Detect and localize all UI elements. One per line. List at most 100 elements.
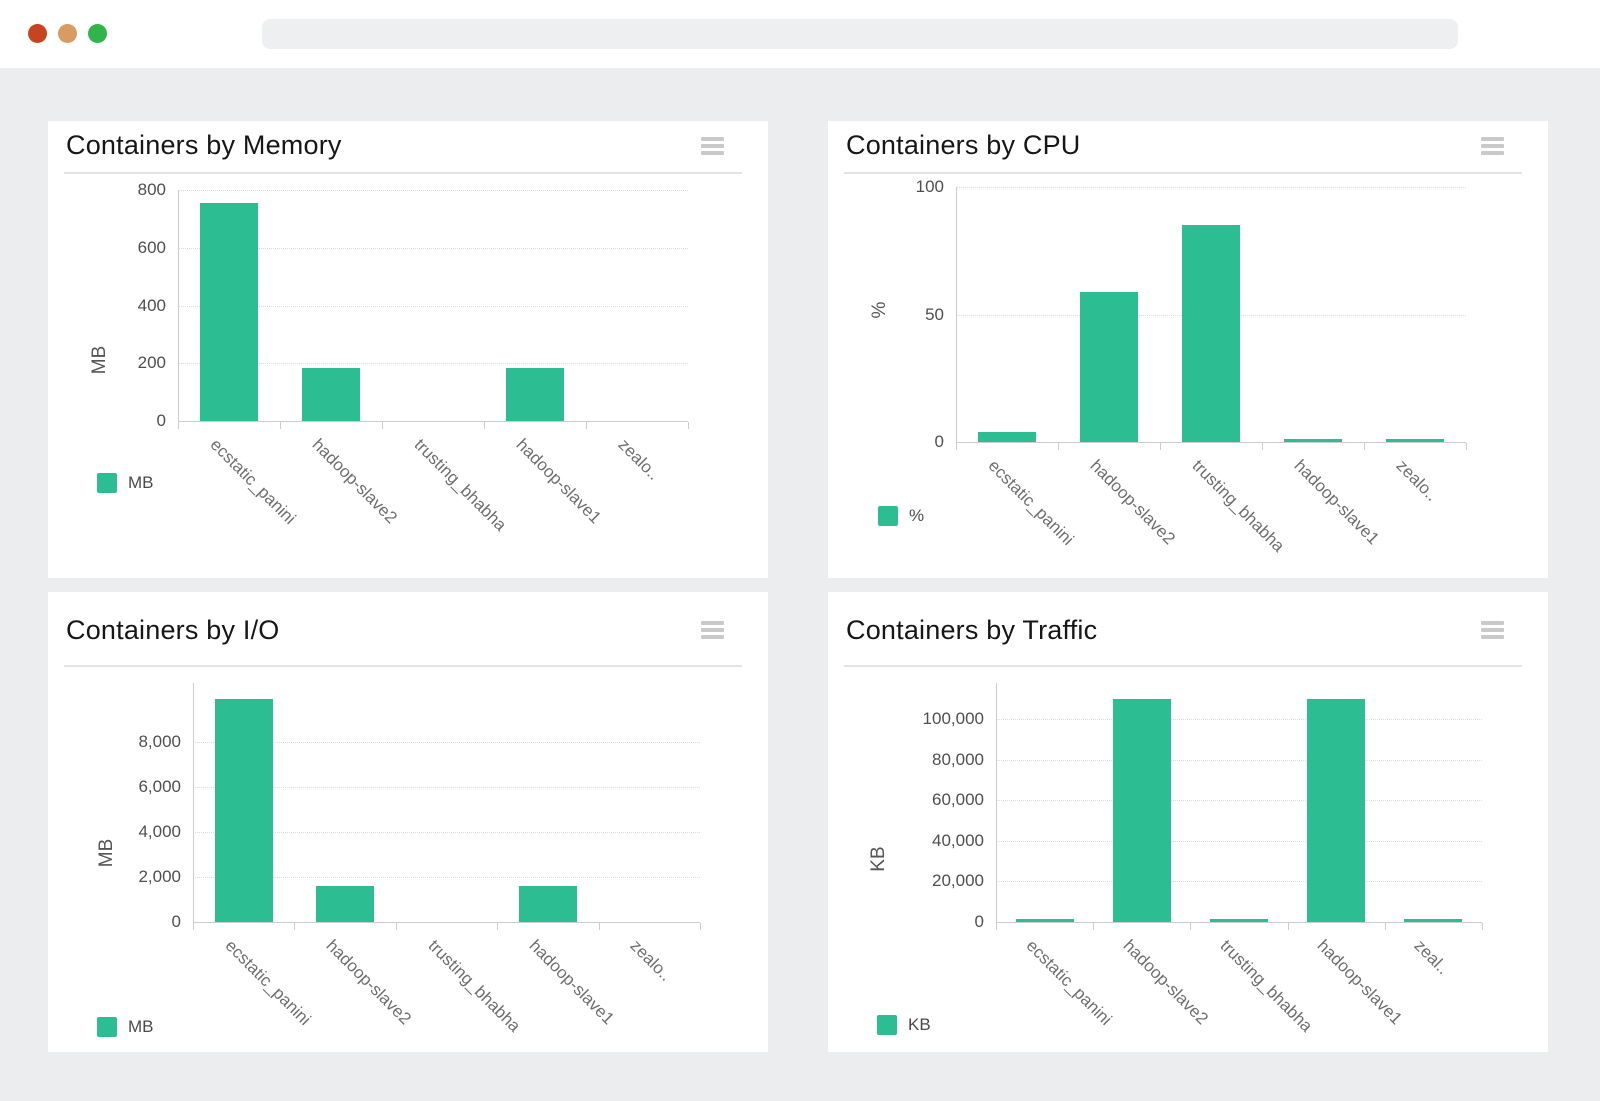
x-axis-tick: [1482, 923, 1483, 930]
y-axis-tick-label: 600: [137, 237, 166, 257]
x-axis-tick: [1093, 923, 1095, 930]
bar[interactable]: [200, 203, 258, 421]
gridline: [178, 247, 688, 249]
hamburger-menu-icon[interactable]: [701, 621, 724, 639]
bar[interactable]: [978, 432, 1036, 442]
gridline: [193, 831, 700, 833]
legend-label: %: [909, 506, 925, 525]
bar[interactable]: [1182, 225, 1240, 442]
bar[interactable]: [1210, 919, 1268, 922]
minimize-button[interactable]: [58, 24, 77, 43]
x-axis-tick: [1364, 443, 1365, 450]
gridline: [996, 759, 1482, 761]
x-axis-tick: [1384, 923, 1386, 930]
chart-legend[interactable]: KB: [877, 1015, 931, 1035]
gridline: [178, 305, 688, 307]
chart-legend[interactable]: %: [878, 506, 924, 526]
x-axis-tick: [996, 923, 997, 930]
x-axis-tick: [1058, 443, 1059, 450]
card-containers-by-memory: Containers by Memory MB 0 200 400 600 800 ecst…: [48, 121, 768, 578]
gridline: [193, 741, 700, 743]
y-axis-tick-label: 0: [171, 912, 181, 931]
bar[interactable]: [519, 886, 577, 922]
legend-swatch: [877, 1015, 897, 1035]
y-axis-tick-label: 4,000: [138, 821, 181, 841]
legend-label: MB: [128, 1017, 154, 1036]
hamburger-menu-icon[interactable]: [701, 137, 724, 155]
y-axis-tick-label: 0: [934, 432, 944, 451]
y-axis-tick-label: 8,000: [138, 731, 181, 751]
gridline: [956, 187, 1466, 188]
browser-toolbar: [0, 0, 1600, 68]
y-axis-tick-label: 50: [925, 304, 944, 324]
address-bar[interactable]: [262, 19, 1458, 49]
gridline: [996, 840, 1482, 842]
x-axis-tick: [484, 422, 485, 429]
y-axis-tick-label: 20,000: [932, 871, 984, 891]
card-title: Containers by Traffic: [846, 615, 1098, 645]
close-button[interactable]: [28, 24, 47, 43]
bar[interactable]: [215, 699, 273, 922]
gridline: [996, 881, 1482, 883]
x-axis-line: [193, 922, 700, 923]
bar[interactable]: [316, 886, 374, 922]
cpu-bar-chart: % 0 50 100 ecstatic_panini hadoop-slave2 trust…: [828, 121, 1548, 578]
x-axis-tick: [1160, 443, 1161, 450]
bar[interactable]: [302, 368, 360, 421]
x-axis-tick: [294, 923, 296, 930]
x-axis-tick: [382, 422, 383, 429]
y-axis-tick-label: 100,000: [922, 709, 984, 729]
x-axis-tick: [956, 443, 957, 450]
x-axis-tick: [395, 923, 397, 930]
y-axis-tick-label: 0: [156, 411, 166, 430]
bar[interactable]: [1016, 919, 1074, 922]
x-axis-tick: [193, 923, 194, 930]
hamburger-menu-icon[interactable]: [1481, 137, 1504, 155]
bar[interactable]: [1080, 292, 1138, 442]
maximize-button[interactable]: [88, 24, 107, 43]
gridline: [996, 719, 1482, 721]
card-title: Containers by CPU: [846, 130, 1081, 160]
card-title: Containers by I/O: [66, 615, 280, 645]
x-axis-tick: [1190, 923, 1192, 930]
y-axis-line: [996, 683, 997, 922]
bar[interactable]: [1404, 919, 1462, 922]
card-title-divider: [844, 172, 1522, 174]
bar[interactable]: [506, 368, 564, 421]
y-axis-tick-label: 200: [137, 353, 166, 373]
x-axis-tick: [178, 422, 179, 429]
gridline: [178, 363, 688, 365]
memory-bar-chart: MB 0 200 400 600 800 ecstatic_panini hadoop-sla…: [48, 121, 768, 578]
bar[interactable]: [1113, 699, 1171, 922]
x-axis-tick: [586, 422, 587, 429]
card-containers-by-cpu: Containers by CPU % 0 50 100 ecstatic_panini…: [828, 121, 1548, 578]
y-axis-line: [178, 190, 179, 421]
legend-swatch: [97, 1017, 117, 1037]
legend-label: MB: [128, 473, 154, 492]
x-axis-tick: [1262, 443, 1263, 450]
x-axis-tick: [700, 923, 701, 930]
x-axis-tick: [1287, 923, 1289, 930]
bar[interactable]: [1386, 439, 1444, 442]
card-title-divider: [64, 172, 742, 174]
gridline: [178, 190, 688, 191]
io-bar-chart: MB 0 2,000 4,000 6,000 8,000 ecstatic_panini ha…: [48, 592, 768, 1052]
chart-legend[interactable]: MB: [97, 1017, 154, 1037]
bar[interactable]: [1284, 439, 1342, 442]
hamburger-menu-icon[interactable]: [1481, 621, 1504, 639]
y-axis-tick-label: 80,000: [932, 749, 984, 769]
y-axis-tick-label: 2,000: [138, 866, 181, 886]
gridline: [996, 800, 1482, 802]
x-axis-tick: [497, 923, 499, 930]
gridline: [193, 786, 700, 788]
y-axis-name: KB: [868, 846, 889, 872]
y-axis-tick-label: 40,000: [932, 830, 984, 850]
legend-swatch: [878, 506, 898, 526]
x-axis-line: [956, 442, 1466, 443]
bar[interactable]: [1307, 699, 1365, 922]
y-axis-tick-label: 100: [915, 177, 944, 196]
x-axis-line: [178, 421, 688, 422]
x-axis-tick: [280, 422, 281, 429]
x-axis-tick: [1466, 443, 1467, 450]
chart-legend[interactable]: MB: [97, 473, 154, 493]
